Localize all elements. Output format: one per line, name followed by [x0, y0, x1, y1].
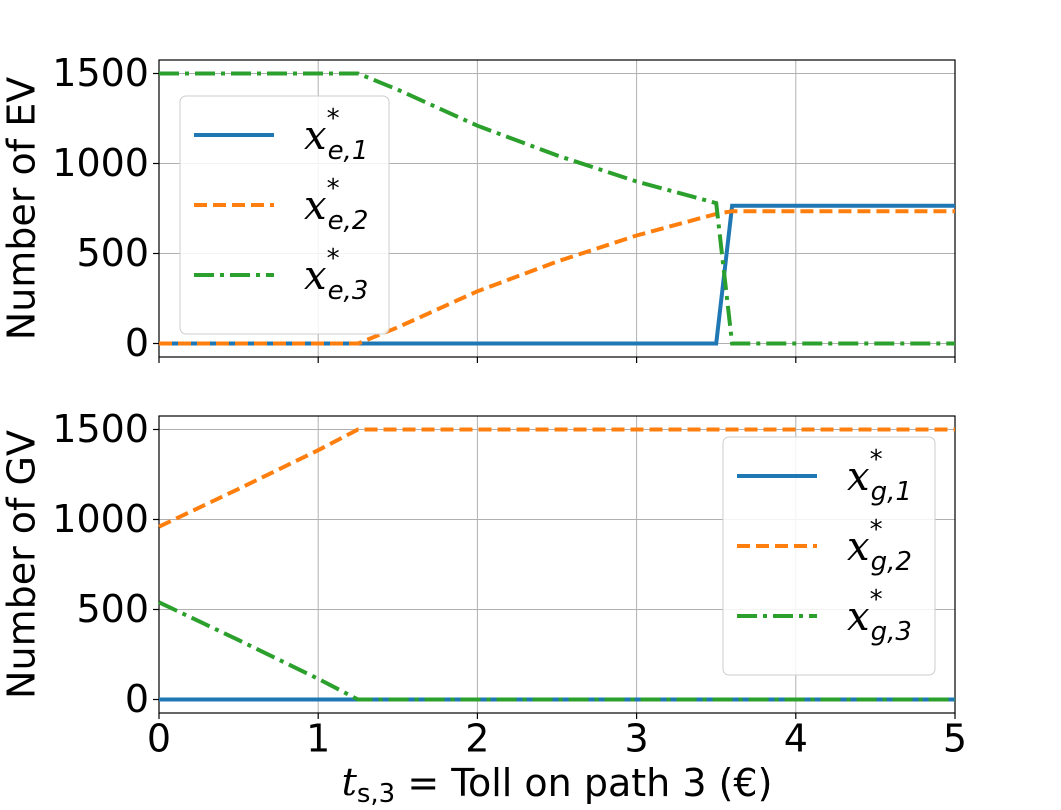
legend-label: x* g,2: [847, 515, 912, 577]
x-axis-label: ts,3 = Toll on path 3 (€): [342, 760, 773, 809]
x-tick-label: 5: [943, 717, 967, 761]
legend-label: x* e,1: [304, 104, 368, 166]
legend-label: x* g,3: [847, 585, 912, 647]
y-axis-label: Number of GV: [0, 430, 44, 699]
y-axis-label: Number of EV: [0, 77, 44, 340]
y-tick-label: 500: [76, 231, 149, 275]
y-tick-label: 500: [76, 587, 149, 631]
x-tick-label: 4: [784, 717, 808, 761]
legend-label: x* e,2: [304, 174, 368, 236]
y-tick-label: 1000: [52, 497, 149, 541]
x-tick-label: 1: [306, 717, 330, 761]
series-line: [158, 427, 955, 529]
y-tick-label: 0: [125, 321, 149, 365]
x-tick-label: 3: [625, 717, 649, 761]
y-tick-label: 1000: [52, 141, 149, 185]
series-line: [159, 71, 955, 346]
series-line: [159, 203, 955, 346]
axes-frame: [158, 59, 956, 358]
axes-frame: [158, 415, 956, 714]
y-tick-label: 1500: [52, 407, 149, 451]
series-line: [159, 209, 955, 346]
y-tick-label: 0: [125, 677, 149, 721]
legend-label: x* e,3: [304, 244, 368, 306]
legend-label: x* g,1: [847, 445, 912, 507]
x-tick-label: 0: [147, 717, 171, 761]
y-tick-label: 1500: [52, 51, 149, 95]
x-tick-label: 2: [465, 717, 489, 761]
